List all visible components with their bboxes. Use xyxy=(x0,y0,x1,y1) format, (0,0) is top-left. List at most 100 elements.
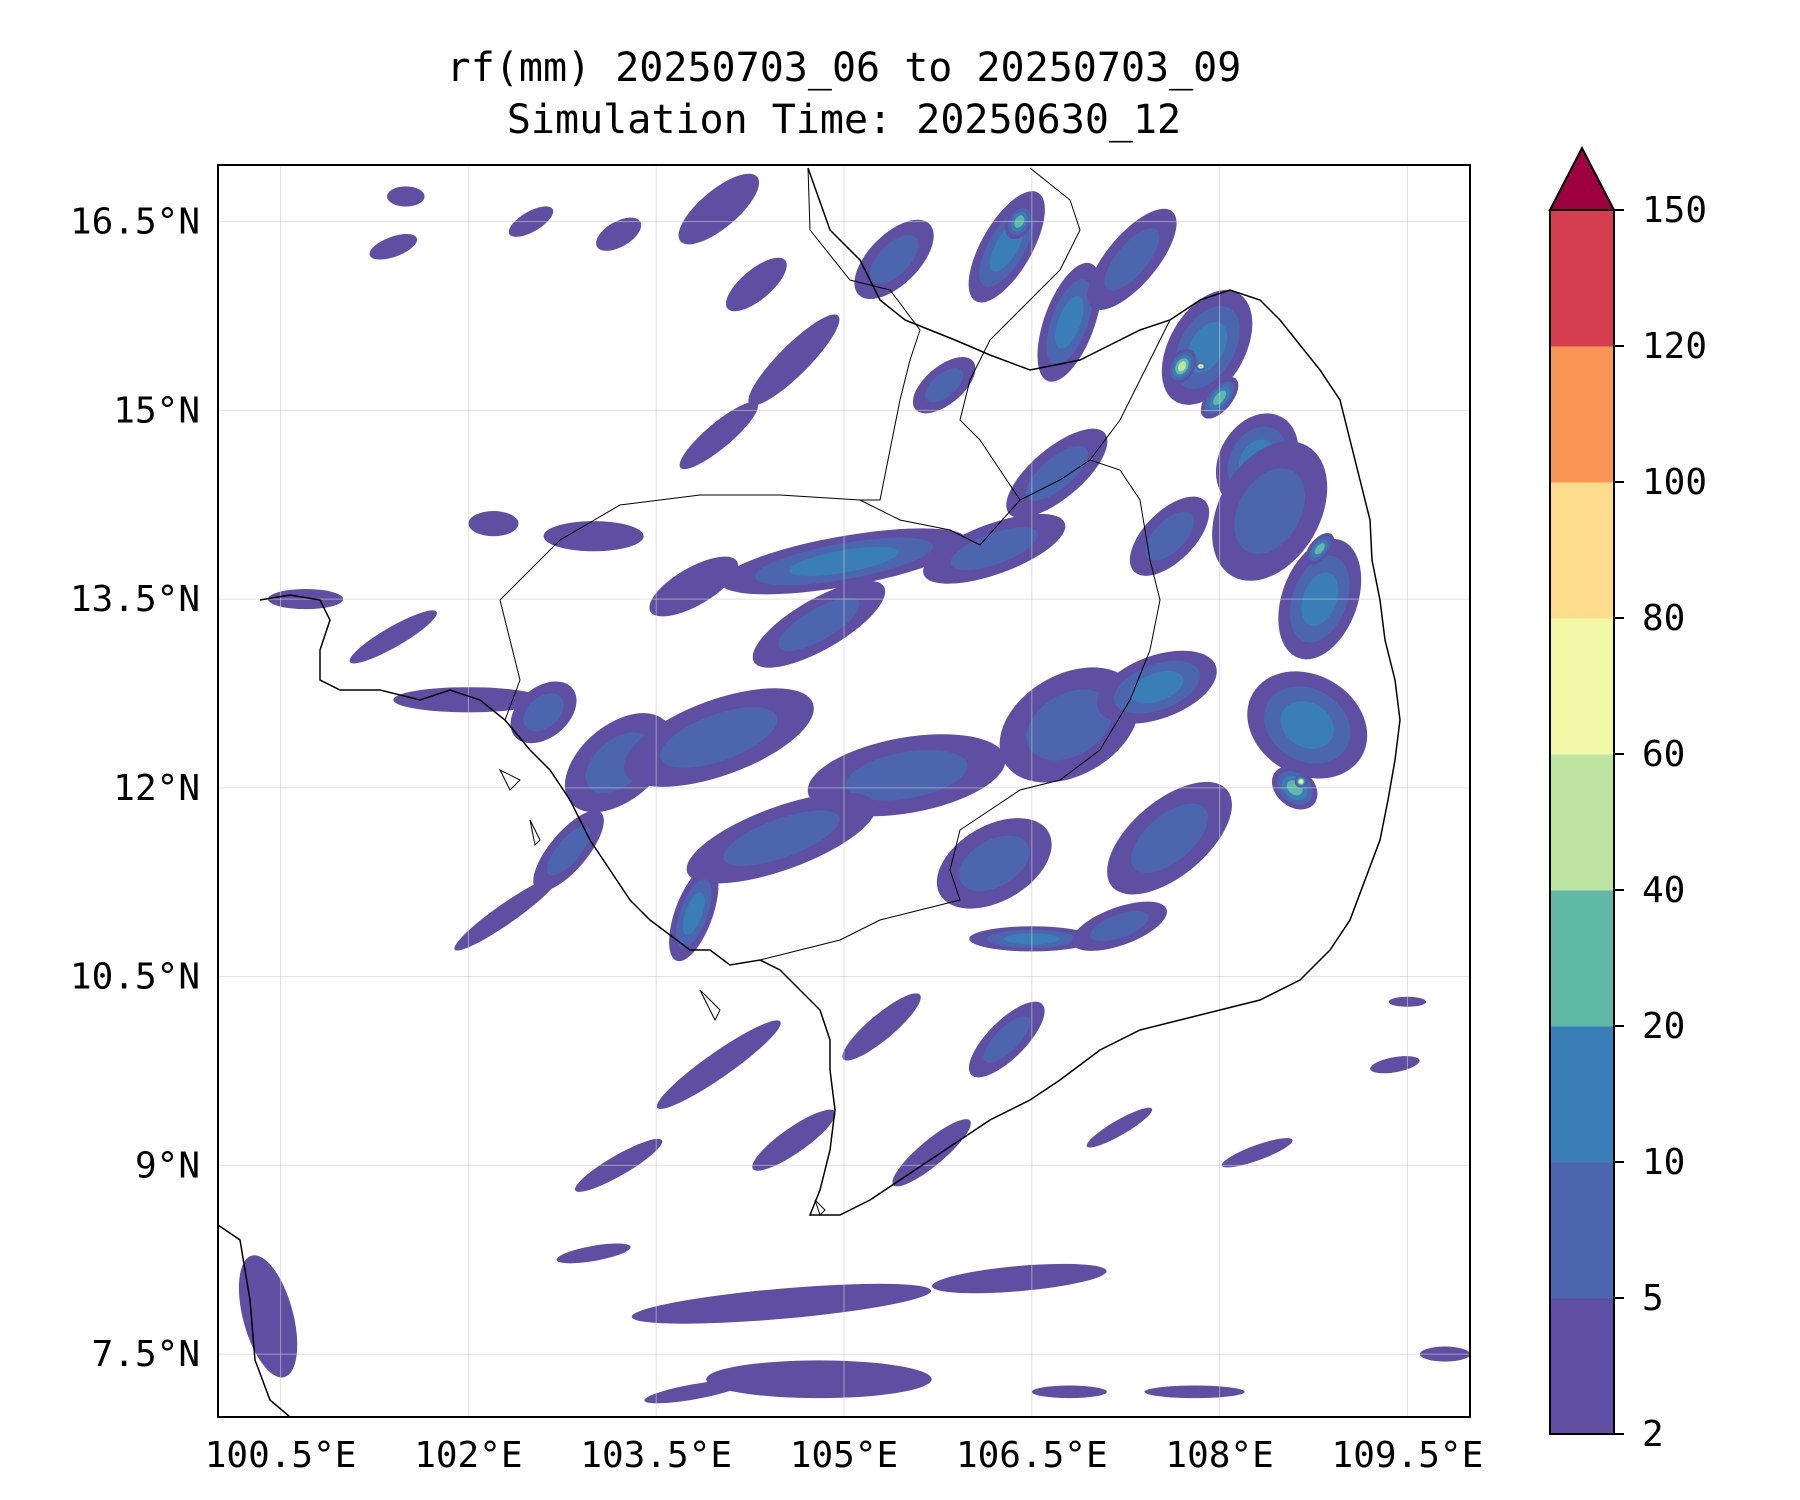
laos-border xyxy=(807,167,1081,501)
malay-coastline xyxy=(218,1224,291,1417)
x-tick-label: 108°E xyxy=(1165,1435,1273,1476)
rain-contour-level-2 xyxy=(869,234,919,284)
rain-contour-level-2 xyxy=(778,597,860,651)
y-tick-label: 12°N xyxy=(113,768,200,809)
colorbar-tick-label: 150 xyxy=(1642,190,1707,231)
rain-contour-level-1 xyxy=(748,314,840,406)
rain-cell xyxy=(1144,1385,1245,1399)
colorbar-tick-label: 120 xyxy=(1642,326,1707,367)
rain-contour-level-1 xyxy=(454,876,558,951)
rain-cell xyxy=(678,173,760,245)
colorbar-tick-label: 20 xyxy=(1642,1006,1685,1047)
rain-contour-level-1 xyxy=(387,186,425,207)
rain-contour-level-1 xyxy=(1221,1138,1293,1168)
rain-contour-level-8 xyxy=(1199,365,1202,368)
rain-contour-level-1 xyxy=(842,993,921,1061)
colorbar-segment xyxy=(1550,618,1614,755)
rain-contour-level-1 xyxy=(468,511,519,537)
x-tick-label: 109.5°E xyxy=(1332,1435,1484,1476)
rain-contour-level-1 xyxy=(678,173,760,245)
rain-contour-level-1 xyxy=(892,1119,971,1187)
y-tick-label: 15°N xyxy=(113,390,200,431)
rain-contour-level-1 xyxy=(1144,1385,1245,1399)
rain-cell xyxy=(1247,671,1368,779)
colorbar-segment xyxy=(1550,1298,1614,1435)
rain-contour-level-1 xyxy=(679,401,759,470)
rain-cell xyxy=(369,234,418,260)
rain-cell xyxy=(649,556,739,617)
title-line-1: rf(mm) 20250703_06 to 20250703_09 xyxy=(446,45,1242,91)
rain-cell xyxy=(349,610,437,664)
rain-cell xyxy=(543,521,644,552)
rain-cell xyxy=(936,818,1052,909)
rain-cell xyxy=(238,1255,298,1378)
colorbar-segment xyxy=(1550,346,1614,483)
rain-cell xyxy=(752,580,886,668)
rain-contour-level-1 xyxy=(1370,1056,1420,1074)
rain-cell xyxy=(912,357,976,414)
rain-cell xyxy=(854,219,934,300)
rain-contour-level-2 xyxy=(660,707,778,768)
rain-contour-level-2 xyxy=(958,835,1030,892)
rain-contour-level-1 xyxy=(1031,1385,1107,1399)
rain-contour-level-5 xyxy=(1177,361,1187,372)
colorbar: 2 5 10 20 40 60 80 100 120 150 xyxy=(1548,145,1707,1455)
rain-cell xyxy=(1305,533,1335,565)
rain-cell xyxy=(686,792,877,884)
rain-cell xyxy=(631,1283,932,1324)
colorbar-segment xyxy=(1550,754,1614,891)
rain-cell xyxy=(1087,208,1177,310)
rain-contour-level-3 xyxy=(1186,321,1228,373)
rain-contour-level-1 xyxy=(543,521,644,552)
colorbar-segment xyxy=(1550,210,1614,347)
rain-cell xyxy=(1086,1107,1153,1148)
colorbar-segment xyxy=(1550,1162,1614,1299)
rain-contour-level-1 xyxy=(706,1360,932,1399)
rain-cell xyxy=(1071,901,1167,951)
vietnam-border xyxy=(1089,319,1171,461)
colorbar-segment xyxy=(1550,1026,1614,1163)
colorbar-tick-label: 40 xyxy=(1642,870,1685,911)
rain-contour-level-1 xyxy=(596,217,642,251)
rain-contour-level-1 xyxy=(752,1109,836,1171)
rain-cell xyxy=(1195,362,1206,371)
rain-cell xyxy=(510,681,577,744)
x-tick-label: 102°E xyxy=(414,1435,522,1476)
rain-cell xyxy=(669,866,719,962)
rain-cell xyxy=(725,257,787,312)
rain-cell xyxy=(748,314,840,406)
map-area xyxy=(218,165,1470,1417)
rain-contour-level-3 xyxy=(682,892,705,935)
rain-contour-level-6 xyxy=(1299,780,1303,784)
rain-cell xyxy=(454,876,558,951)
gulf-of-thailand-islands xyxy=(498,768,826,1216)
rainfall-contours xyxy=(238,173,1470,1404)
x-axis-ticks: 100.5°E 102°E 103.5°E 105°E 106.5°E 108°E 109.… xyxy=(205,1435,1484,1476)
colorbar-segment xyxy=(1550,890,1614,1027)
colorbar-tick-label: 80 xyxy=(1642,598,1685,639)
rain-cell xyxy=(387,186,425,207)
colorbar-segment xyxy=(1550,482,1614,619)
rain-cell xyxy=(1107,781,1232,895)
colorbar-tick-label: 60 xyxy=(1642,734,1685,775)
rain-cell xyxy=(1037,262,1102,382)
rain-cell xyxy=(752,1109,836,1171)
rain-cell xyxy=(656,1020,781,1109)
chart-title: rf(mm) 20250703_06 to 20250703_09 Simula… xyxy=(218,42,1470,146)
rain-contour-level-1 xyxy=(238,1255,298,1378)
cambodia-border xyxy=(499,459,1161,961)
y-tick-label: 9°N xyxy=(135,1145,200,1186)
rain-cell xyxy=(623,688,814,787)
rain-contour-level-3 xyxy=(1280,701,1334,749)
x-tick-label: 103.5°E xyxy=(580,1435,732,1476)
colorbar-extend-arrow xyxy=(1548,145,1616,211)
rain-contour-level-3 xyxy=(1055,295,1084,349)
colorbar-tick-label: 5 xyxy=(1642,1278,1664,1319)
rain-cell xyxy=(1006,428,1108,518)
colorbar-frame xyxy=(1549,209,1615,1435)
rain-cell xyxy=(644,1380,744,1404)
colorbar-tick-label: 2 xyxy=(1642,1414,1664,1455)
x-tick-label: 106.5°E xyxy=(956,1435,1108,1476)
rain-contour-level-2 xyxy=(983,1016,1031,1063)
rain-contour-level-1 xyxy=(556,1243,631,1264)
